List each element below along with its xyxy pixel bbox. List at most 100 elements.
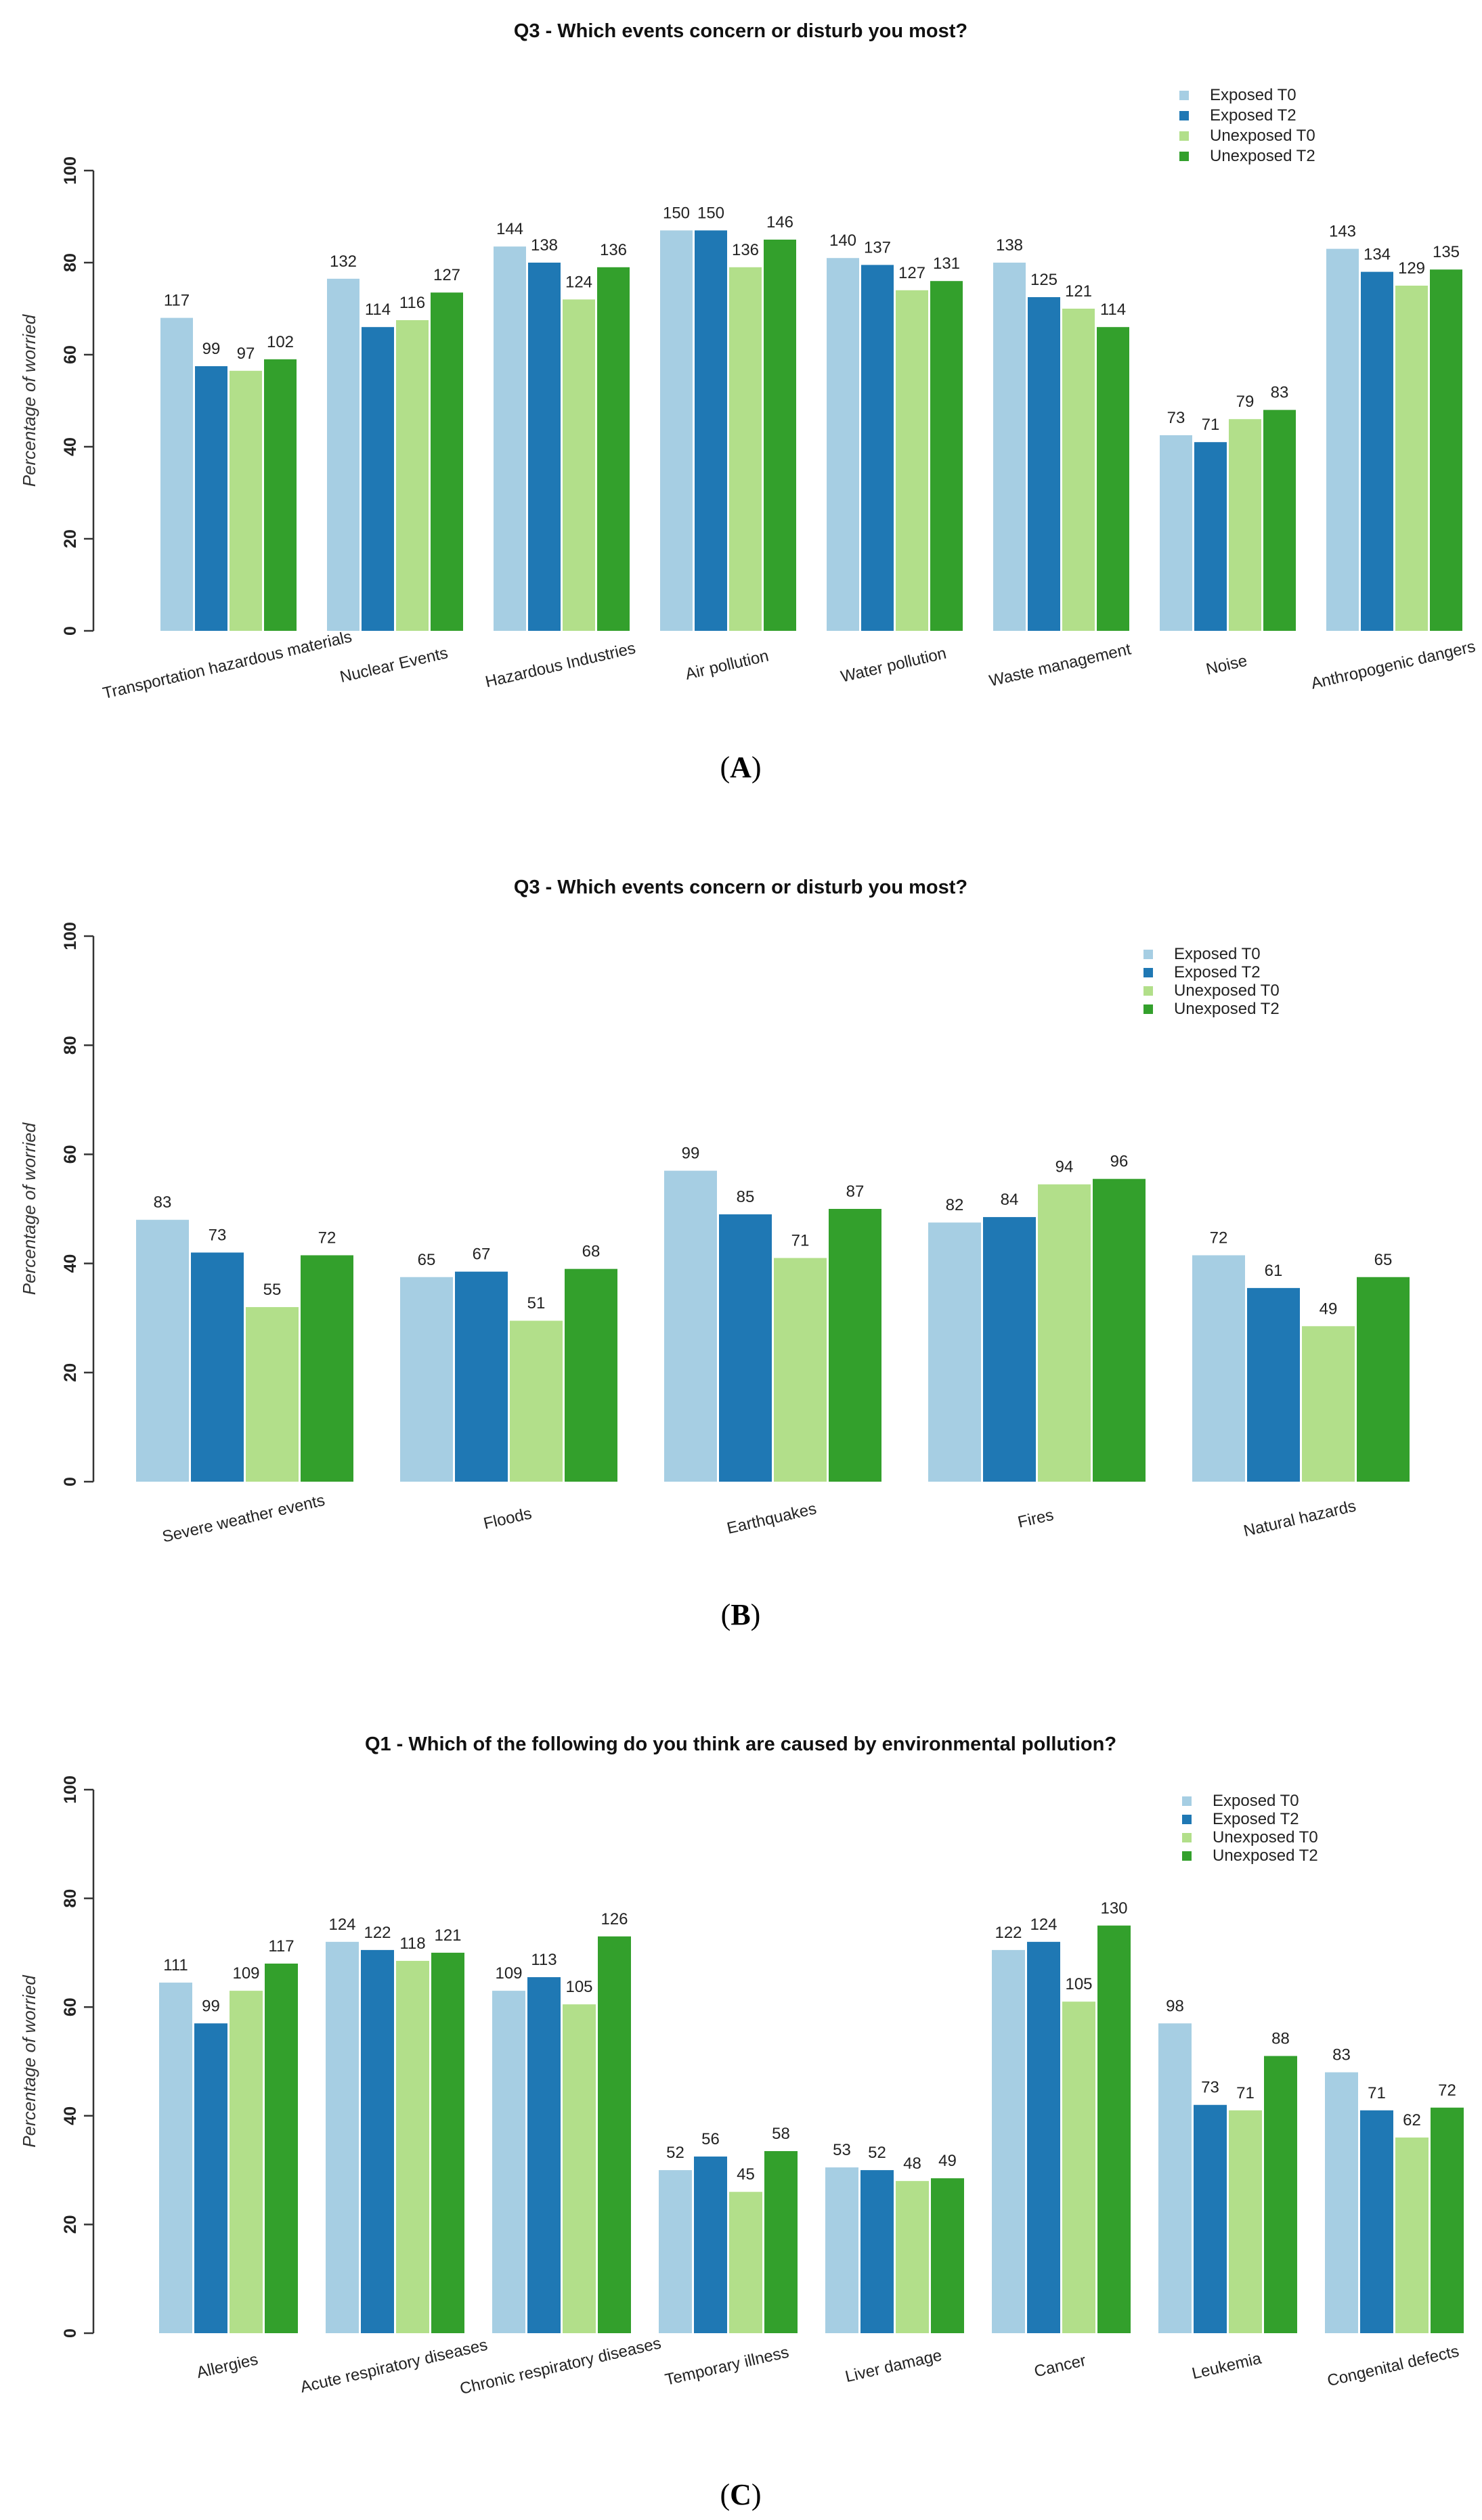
bar-value-label: 125 xyxy=(1030,271,1058,289)
bar-value-label: 144 xyxy=(496,220,523,238)
bar xyxy=(764,2150,798,2333)
y-axis-label: Percentage of worried xyxy=(19,313,39,487)
bar-value-label: 136 xyxy=(600,241,627,259)
bar-value-label: 61 xyxy=(1265,1262,1283,1280)
panel-label-close: ) xyxy=(751,751,762,784)
x-tick-label: Nuclear Events xyxy=(338,644,450,686)
chart-panel-b: Q3 - Which events concern or disturb you… xyxy=(0,839,1482,1679)
bar xyxy=(861,265,894,631)
legend-swatch xyxy=(1182,1851,1192,1861)
y-tick-label: 40 xyxy=(61,437,80,456)
bar xyxy=(695,230,727,631)
bar-value-label: 52 xyxy=(868,2144,886,2162)
bar-value-label: 105 xyxy=(1065,1975,1092,1993)
chart-title: Q3 - Which events concern or disturb you… xyxy=(514,877,967,898)
bar-value-label: 117 xyxy=(164,292,190,310)
bar xyxy=(246,1307,299,1482)
x-tick-label: Water pollution xyxy=(839,644,948,686)
bar-value-label: 111 xyxy=(163,1956,188,1974)
bar-value-label: 52 xyxy=(666,2144,684,2162)
bar-value-label: 117 xyxy=(268,1937,294,1955)
bar xyxy=(659,2170,692,2333)
bar-value-label: 67 xyxy=(473,1245,491,1264)
bar-value-label: 126 xyxy=(601,1910,628,1928)
legend-swatch xyxy=(1143,950,1153,959)
y-tick-label: 20 xyxy=(61,1363,80,1382)
y-tick-label: 20 xyxy=(61,2215,80,2234)
bar xyxy=(1097,327,1129,631)
bar-value-label: 132 xyxy=(330,252,357,271)
bar xyxy=(694,2157,727,2333)
x-tick-label: Temporary illness xyxy=(663,2343,791,2389)
bar xyxy=(160,317,193,631)
bar xyxy=(396,320,429,631)
panel-label: (A) xyxy=(720,751,761,784)
bar-value-label: 114 xyxy=(365,301,391,319)
y-tick-label: 100 xyxy=(61,1775,80,1804)
x-tick-label: Congenital defects xyxy=(1326,2342,1461,2390)
bar xyxy=(1038,1184,1091,1482)
bar-value-label: 130 xyxy=(1100,1899,1127,1918)
legend-swatch xyxy=(1182,1796,1192,1806)
bar-value-label: 83 xyxy=(1332,2046,1351,2064)
legend-swatch xyxy=(1179,91,1189,100)
bar-value-label: 45 xyxy=(737,2165,755,2184)
bar xyxy=(764,240,796,631)
x-tick-label: Chronic respiratory diseases xyxy=(458,2334,663,2398)
x-tick-label: Liver damage xyxy=(844,2346,944,2386)
bar-value-label: 65 xyxy=(1374,1251,1393,1269)
bar xyxy=(1194,2104,1227,2333)
y-axis: 0 20 40 60 80 100 xyxy=(61,922,95,1486)
bar-group: 111 99 109 117 xyxy=(159,1937,298,2333)
bar-value-label: 71 xyxy=(1236,2084,1255,2102)
bar xyxy=(931,2178,964,2333)
y-tick-label: 20 xyxy=(61,529,80,548)
bar-group: 83 73 55 72 xyxy=(136,1193,353,1482)
bar xyxy=(719,1214,772,1482)
bar-value-label: 58 xyxy=(772,2125,790,2143)
bar-value-label: 124 xyxy=(1030,1916,1057,1934)
bar-value-label: 121 xyxy=(434,1926,461,1945)
bar xyxy=(527,1977,561,2333)
bar-value-label: 73 xyxy=(209,1226,227,1244)
x-tick-label: Allergies xyxy=(195,2350,260,2382)
bar-value-label: 135 xyxy=(1433,243,1460,261)
bar-group: 99 85 71 87 xyxy=(664,1145,881,1482)
panel-label: (B) xyxy=(721,1598,761,1631)
x-tick-label: Cancer xyxy=(1032,2351,1087,2381)
bar-value-label: 55 xyxy=(263,1281,282,1299)
legend-label: Unexposed T2 xyxy=(1213,1847,1318,1865)
bar-value-label: 96 xyxy=(1110,1153,1129,1171)
bar-value-label: 146 xyxy=(766,213,793,231)
bar xyxy=(431,292,463,631)
bar xyxy=(1395,286,1428,631)
bar-group: 53 52 48 49 xyxy=(825,2141,964,2333)
bar xyxy=(265,1963,298,2333)
bar-value-label: 56 xyxy=(701,2130,720,2148)
bar xyxy=(1160,435,1192,631)
bar-value-label: 124 xyxy=(328,1916,355,1934)
panel-label-letter: A xyxy=(730,751,751,784)
bar-group: 132 114 116 127 xyxy=(327,252,463,631)
bar xyxy=(159,1983,192,2333)
bar-value-label: 150 xyxy=(697,204,724,222)
y-tick-label: 0 xyxy=(61,2328,80,2338)
panel-label-open: ( xyxy=(720,751,730,784)
bar xyxy=(1357,1277,1410,1482)
y-tick-label: 80 xyxy=(61,1036,80,1055)
bar xyxy=(510,1321,563,1482)
bar xyxy=(326,1941,359,2333)
bar-value-label: 72 xyxy=(1210,1229,1228,1247)
legend-swatch xyxy=(1182,1815,1192,1824)
bar-value-label: 140 xyxy=(829,231,856,250)
bar-value-label: 73 xyxy=(1167,409,1185,427)
bar-value-label: 143 xyxy=(1329,223,1356,241)
panel-label-open: ( xyxy=(720,2478,730,2511)
y-axis: 0 20 40 60 80 100 xyxy=(61,1775,95,2338)
bar-value-label: 79 xyxy=(1236,393,1255,411)
legend-label: Unexposed T2 xyxy=(1210,147,1315,165)
bar-value-label: 65 xyxy=(418,1251,436,1269)
bar xyxy=(660,230,693,631)
bar-value-label: 71 xyxy=(1368,2084,1386,2102)
